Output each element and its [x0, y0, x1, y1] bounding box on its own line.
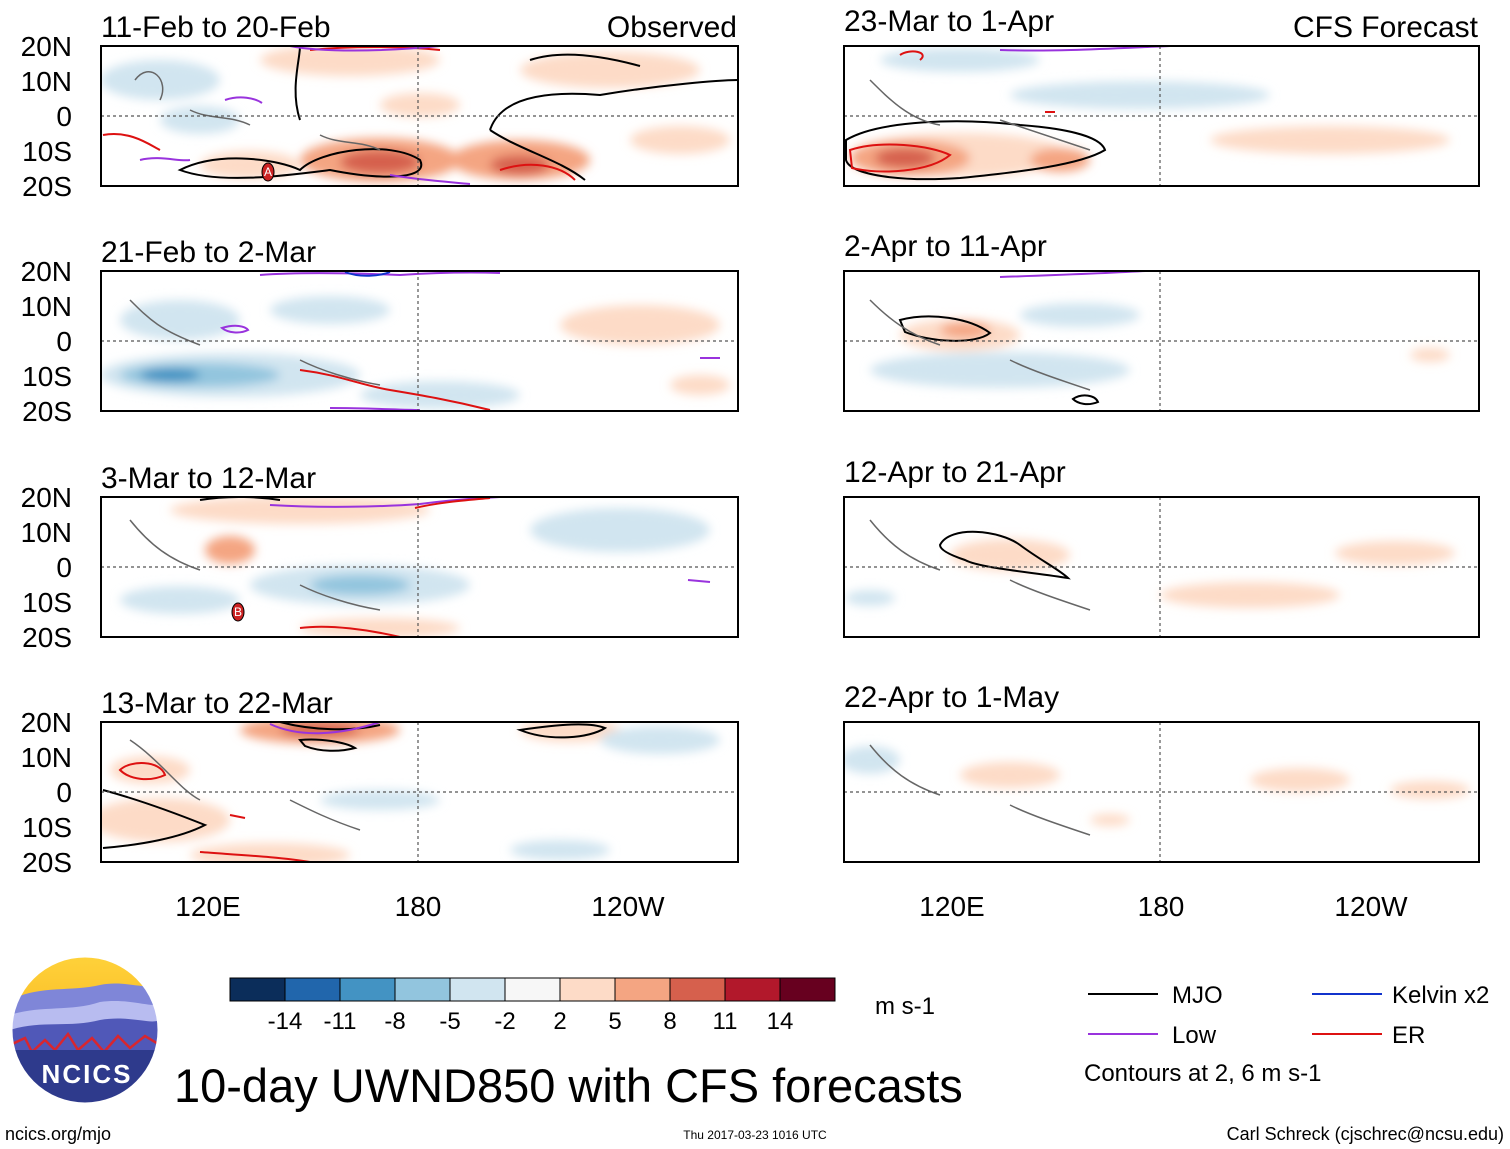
colorbar-swatch — [559, 977, 616, 1002]
svg-text:0: 0 — [56, 777, 72, 808]
ncics-logo: NCICS — [11, 956, 159, 1104]
storm-marker-a: A — [261, 162, 275, 182]
svg-text:NCICS: NCICS — [42, 1059, 133, 1089]
svg-text:20N: 20N — [21, 482, 72, 513]
colorbar-swatch — [504, 977, 561, 1002]
svg-text:10N: 10N — [21, 291, 72, 322]
column-label-observed: Observed — [607, 11, 737, 44]
panel-title: 12-Apr to 21-Apr — [844, 456, 1066, 489]
svg-text:10N: 10N — [21, 66, 72, 97]
svg-text:10N: 10N — [21, 517, 72, 548]
panel-title: 22-Apr to 1-May — [844, 681, 1059, 714]
panel-fcst-4: 22-Apr to 1-May — [843, 681, 1480, 863]
svg-text:120E: 120E — [919, 891, 984, 922]
footer-credit: Carl Schreck (cjschrec@ncsu.edu) — [1227, 1124, 1504, 1144]
panel-title: 11-Feb to 20-Feb — [101, 11, 331, 44]
panel-title: 23-Mar to 1-Apr — [844, 5, 1054, 38]
panel-title: 2-Apr to 11-Apr — [844, 230, 1047, 263]
colorbar-unit: m s-1 — [875, 993, 935, 1020]
panel-obs-1: A 11-Feb to 20-Feb Observed — [100, 11, 739, 187]
svg-text:180: 180 — [1138, 891, 1185, 922]
footer-url: ncics.org/mjo — [5, 1124, 111, 1144]
storm-marker-b: B — [231, 602, 245, 622]
svg-text:20N: 20N — [21, 31, 72, 62]
colorbar-swatch — [669, 977, 726, 1002]
colorbar-swatch — [284, 977, 341, 1002]
svg-text:20S: 20S — [22, 396, 72, 427]
svg-text:20S: 20S — [22, 622, 72, 653]
colorbar-tick: -14 — [268, 1008, 303, 1035]
panel-fcst-3: 12-Apr to 21-Apr — [843, 456, 1480, 638]
svg-text:10S: 10S — [22, 587, 72, 618]
colorbar-swatch — [614, 977, 671, 1002]
svg-text:20S: 20S — [22, 847, 72, 878]
svg-text:B: B — [234, 605, 242, 619]
legend-kelvin: Kelvin x2 — [1392, 982, 1489, 1009]
panel-title: 3-Mar to 12-Mar — [101, 462, 316, 495]
panel-obs-4: 13-Mar to 22-Mar — [100, 687, 739, 863]
legend: MJO Low Kelvin x2 ER Contours at 2, 6 m … — [1084, 982, 1489, 1087]
svg-text:0: 0 — [56, 101, 72, 132]
svg-text:120W: 120W — [591, 891, 665, 922]
svg-text:10S: 10S — [22, 136, 72, 167]
colorbar: -14 -11 -8 -5 -2 2 5 8 11 14 m s-1 — [229, 977, 935, 1035]
lon-labels-left: 120E 180 120W — [175, 891, 665, 922]
svg-text:20N: 20N — [21, 707, 72, 738]
svg-text:10S: 10S — [22, 812, 72, 843]
panel-fcst-2: 2-Apr to 11-Apr — [843, 230, 1480, 412]
svg-text:20S: 20S — [22, 171, 72, 202]
colorbar-tick: -5 — [439, 1008, 460, 1035]
lat-labels-left: 20N 10N 0 10S 20S 20N 10N 0 10S 20S 20N … — [21, 31, 72, 878]
panel-title: 21-Feb to 2-Mar — [101, 236, 316, 269]
column-label-forecast: CFS Forecast — [1293, 11, 1479, 44]
svg-text:20N: 20N — [21, 256, 72, 287]
colorbar-swatch — [724, 977, 781, 1002]
svg-text:120W: 120W — [1334, 891, 1408, 922]
colorbar-swatch — [339, 977, 396, 1002]
panel-obs-3: B 3-Mar to 12-Mar — [100, 462, 739, 638]
legend-low: Low — [1172, 1022, 1217, 1049]
colorbar-tick: 14 — [767, 1008, 794, 1035]
svg-text:10S: 10S — [22, 361, 72, 392]
svg-text:120E: 120E — [175, 891, 240, 922]
colorbar-swatch — [449, 977, 506, 1002]
legend-note: Contours at 2, 6 m s-1 — [1084, 1060, 1321, 1087]
panel-obs-2: 21-Feb to 2-Mar — [100, 236, 739, 412]
panel-fcst-1: 23-Mar to 1-Apr CFS Forecast — [843, 5, 1480, 187]
colorbar-tick: -8 — [384, 1008, 405, 1035]
colorbar-swatch — [779, 977, 836, 1002]
lon-labels-right: 120E 180 120W — [919, 891, 1408, 922]
colorbar-tick: 8 — [663, 1008, 676, 1035]
legend-mjo: MJO — [1172, 982, 1223, 1009]
panel-title: 13-Mar to 22-Mar — [101, 687, 333, 720]
colorbar-tick: 11 — [713, 1008, 738, 1035]
colorbar-tick: -2 — [494, 1008, 515, 1035]
svg-text:0: 0 — [56, 326, 72, 357]
colorbar-tick: 2 — [553, 1008, 566, 1035]
colorbar-tick: -11 — [324, 1008, 357, 1035]
svg-text:0: 0 — [56, 552, 72, 583]
colorbar-swatch — [229, 977, 286, 1002]
svg-text:10N: 10N — [21, 742, 72, 773]
svg-text:180: 180 — [395, 891, 442, 922]
figure-title: 10-day UWND850 with CFS forecasts — [174, 1059, 963, 1112]
legend-er: ER — [1392, 1022, 1425, 1049]
colorbar-tick: 5 — [608, 1008, 621, 1035]
footer-timestamp: Thu 2017-03-23 1016 UTC — [683, 1128, 827, 1142]
colorbar-swatch — [394, 977, 451, 1002]
svg-text:A: A — [264, 165, 272, 179]
